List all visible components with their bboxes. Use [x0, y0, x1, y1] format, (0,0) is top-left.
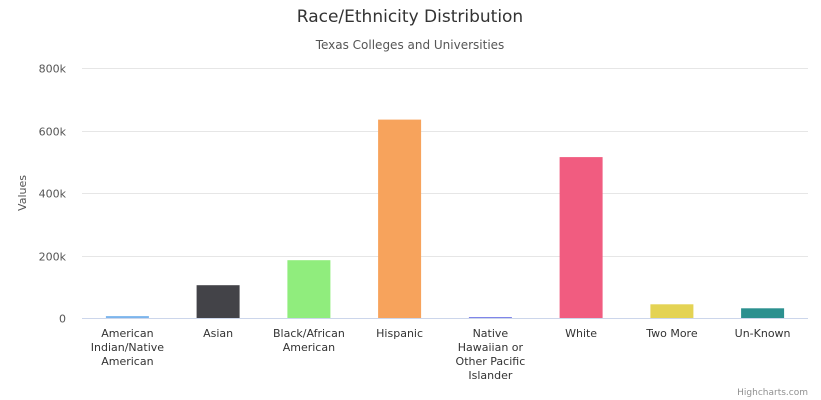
- x-axis-labels: American Indian/Native American Asian Black/…: [91, 327, 791, 382]
- bars: [105, 119, 785, 319]
- bar[interactable]: [468, 317, 512, 318]
- bar[interactable]: [196, 285, 240, 318]
- y-axis-title: Values: [16, 175, 29, 211]
- y-tick-label: 800k: [39, 63, 67, 76]
- bar[interactable]: [650, 304, 694, 319]
- x-tick-label: White: [565, 327, 597, 340]
- credits-link[interactable]: Highcharts.com: [737, 388, 808, 398]
- grid-lines: [82, 68, 808, 257]
- x-tick-label: Hispanic: [376, 327, 423, 340]
- x-tick-label: Two More: [645, 327, 698, 340]
- bar[interactable]: [378, 119, 422, 318]
- x-tick-label: Black/African American: [273, 327, 345, 354]
- x-tick-label: Un-Known: [735, 327, 791, 340]
- chart-title: Race/Ethnicity Distribution: [297, 7, 523, 27]
- y-tick-label: 0: [59, 313, 66, 326]
- bar[interactable]: [559, 157, 603, 318]
- bar[interactable]: [105, 316, 149, 318]
- y-tick-label: 400k: [39, 188, 67, 201]
- x-tick-label: American Indian/Native American: [91, 327, 165, 368]
- x-tick-label: Native Hawaiian or Other Pacific Islander: [456, 327, 526, 382]
- chart-subtitle: Texas Colleges and Universities: [315, 38, 505, 52]
- y-tick-label: 200k: [39, 251, 67, 264]
- bar[interactable]: [741, 308, 785, 318]
- bar[interactable]: [287, 260, 331, 318]
- x-tick-label: Asian: [203, 327, 233, 340]
- y-axis-ticks: 0 200k 400k 600k 800k: [39, 63, 67, 326]
- y-tick-label: 600k: [39, 126, 67, 139]
